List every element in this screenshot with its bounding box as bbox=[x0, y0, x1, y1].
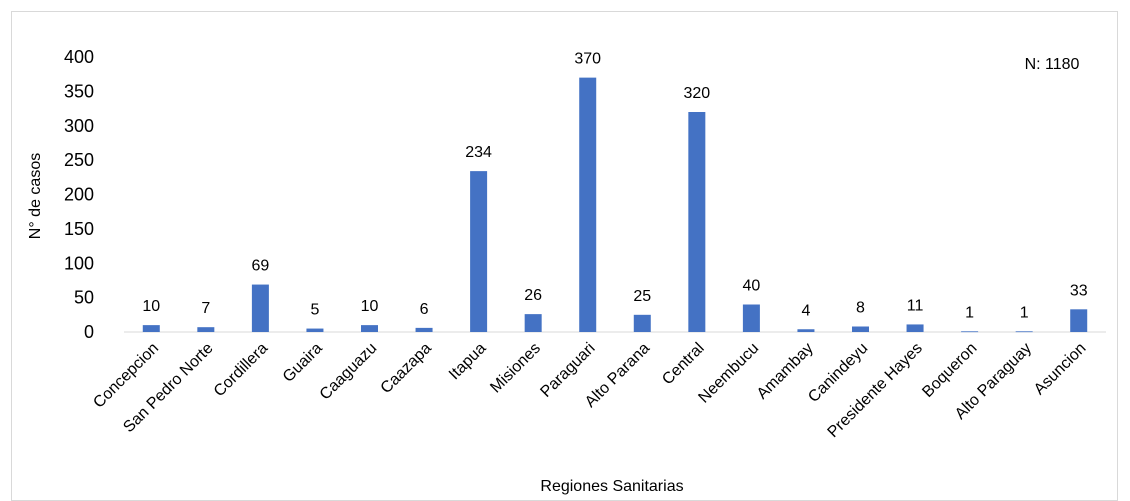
bar bbox=[306, 329, 323, 332]
x-tick-label: Presidente Hayes bbox=[825, 340, 926, 441]
x-axis-title: Regiones Sanitarias bbox=[540, 478, 683, 495]
bar bbox=[252, 285, 269, 332]
bar bbox=[1016, 331, 1033, 332]
data-label: 26 bbox=[524, 287, 542, 304]
bar bbox=[634, 315, 651, 332]
y-tick-label: 200 bbox=[64, 185, 94, 205]
data-label: 8 bbox=[856, 300, 865, 317]
data-label: 33 bbox=[1070, 282, 1088, 299]
data-label: 1 bbox=[965, 304, 974, 321]
data-label: 25 bbox=[633, 288, 651, 305]
y-tick-label: 250 bbox=[64, 150, 94, 170]
x-tick-label: Guaira bbox=[280, 340, 326, 386]
x-tick-label: Asuncion bbox=[1031, 340, 1090, 399]
data-label: 11 bbox=[907, 297, 924, 314]
y-axis-ticks: 0 50 100 150 200 250 300 350 400 bbox=[64, 47, 94, 342]
bar bbox=[907, 324, 924, 332]
bar bbox=[797, 329, 814, 332]
data-label: 10 bbox=[142, 298, 160, 315]
data-label: 370 bbox=[574, 51, 601, 68]
x-tick-label: Itapua bbox=[446, 340, 490, 384]
data-label: 40 bbox=[742, 278, 760, 295]
bar bbox=[361, 325, 378, 332]
y-axis-title: N° de casos bbox=[27, 153, 44, 239]
bar bbox=[470, 171, 487, 332]
bar bbox=[1070, 309, 1087, 332]
data-label: 6 bbox=[420, 301, 429, 318]
data-label: 10 bbox=[361, 298, 379, 315]
data-label: 5 bbox=[310, 302, 319, 319]
data-label: 7 bbox=[201, 300, 210, 317]
bar bbox=[688, 112, 705, 332]
x-tick-label: Central bbox=[659, 340, 707, 388]
sample-size-note: N: 1180 bbox=[1025, 56, 1080, 73]
data-label: 234 bbox=[465, 144, 492, 161]
bar bbox=[852, 327, 869, 333]
bar bbox=[961, 331, 978, 332]
data-label: 69 bbox=[251, 258, 269, 275]
y-tick-label: 100 bbox=[64, 253, 94, 273]
bar bbox=[197, 327, 214, 332]
x-tick-label: Cordillera bbox=[211, 340, 272, 401]
y-tick-label: 350 bbox=[64, 81, 94, 101]
x-tick-label: Caaguazu bbox=[317, 340, 381, 404]
bar bbox=[416, 328, 433, 332]
y-tick-label: 300 bbox=[64, 116, 94, 136]
data-label: 4 bbox=[801, 302, 810, 319]
y-tick-label: 0 bbox=[84, 322, 94, 342]
data-label: 1 bbox=[1020, 304, 1029, 321]
x-tick-label: Misiones bbox=[487, 340, 544, 397]
data-label: 320 bbox=[683, 85, 710, 102]
y-tick-label: 150 bbox=[64, 219, 94, 239]
y-tick-label: 50 bbox=[74, 288, 94, 308]
bar bbox=[143, 325, 160, 332]
x-tick-label: Caazapa bbox=[378, 340, 435, 397]
bar bbox=[743, 305, 760, 333]
bar bbox=[579, 78, 596, 332]
bar bbox=[525, 314, 542, 332]
y-tick-label: 400 bbox=[64, 47, 94, 67]
bar-series bbox=[143, 78, 1087, 332]
